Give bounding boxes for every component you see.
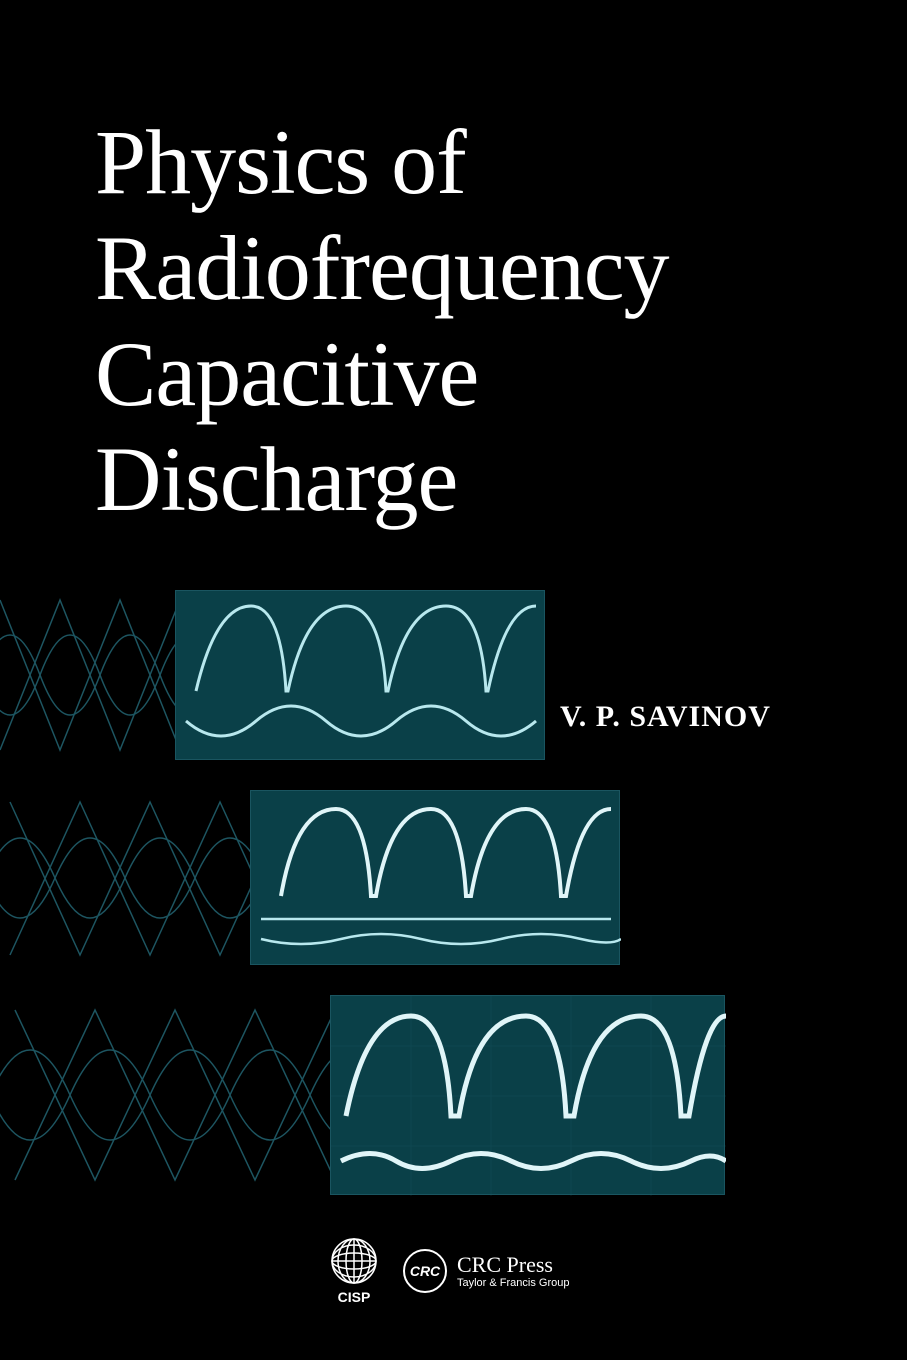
crc-press-name: CRC Press xyxy=(457,1253,569,1277)
oscilloscope-panel-1 xyxy=(175,590,545,760)
background-waves-2 xyxy=(0,790,255,965)
title-line-2: Radiofrequency xyxy=(95,216,669,322)
background-waves-1 xyxy=(0,590,180,760)
author-name: V. P. SAVINOV xyxy=(560,700,771,734)
title-line-3: Capacitive xyxy=(95,322,669,428)
cisp-logo: CISP xyxy=(330,1237,378,1305)
crc-tagline: Taylor & Francis Group xyxy=(457,1277,569,1289)
crc-badge-text: CRC xyxy=(410,1263,440,1279)
crc-badge: CRC xyxy=(403,1249,447,1293)
globe-icon xyxy=(330,1237,378,1285)
title-line-4: Discharge xyxy=(95,427,669,533)
oscilloscope-panel-2 xyxy=(250,790,620,965)
cisp-label: CISP xyxy=(338,1289,371,1305)
oscilloscope-panel-3 xyxy=(330,995,725,1195)
title-line-1: Physics of xyxy=(95,110,669,216)
background-waves-3 xyxy=(0,995,335,1195)
publisher-logos: CISP CRC CRC Press Taylor & Francis Grou… xyxy=(330,1237,569,1305)
crc-press-logo: CRC CRC Press Taylor & Francis Group xyxy=(403,1249,569,1293)
book-title: Physics of Radiofrequency Capacitive Dis… xyxy=(95,110,669,533)
crc-text-block: CRC Press Taylor & Francis Group xyxy=(457,1253,569,1289)
